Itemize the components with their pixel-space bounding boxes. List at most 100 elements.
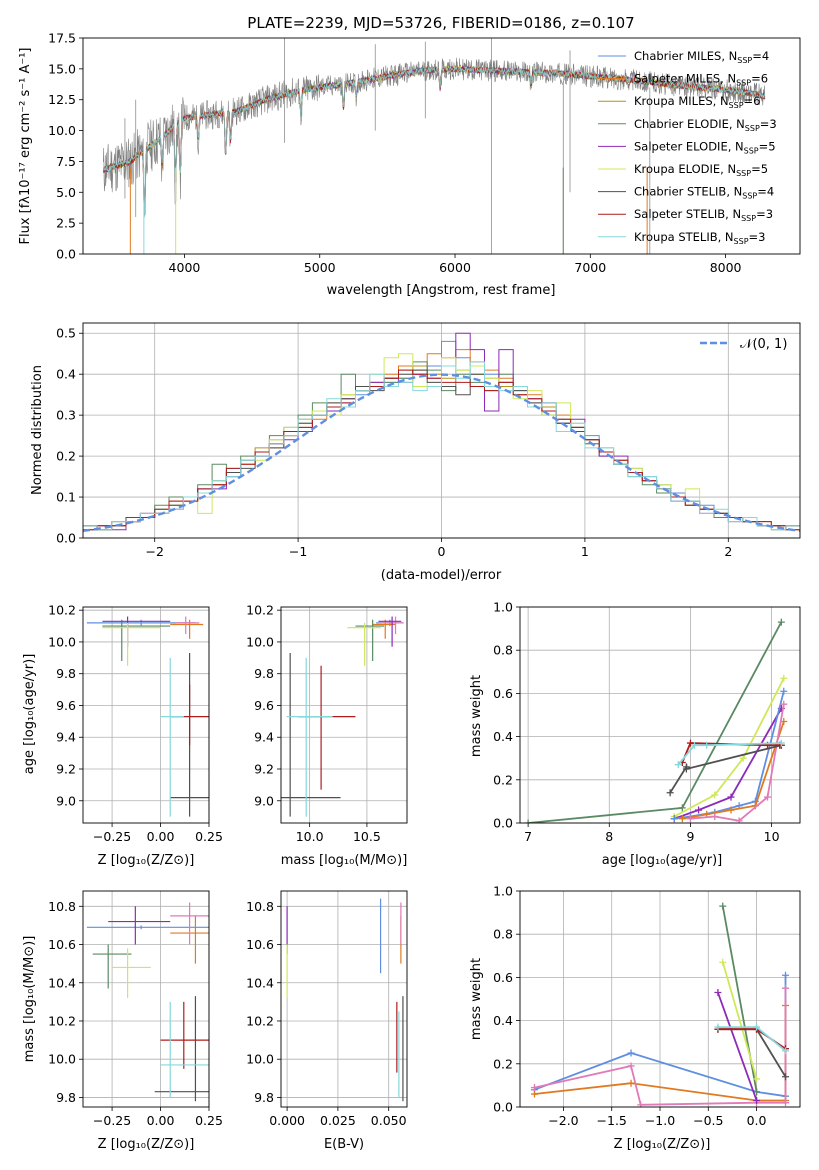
massebv-ytick-label: 10.2 [246, 1013, 274, 1028]
weightage-marker [777, 618, 785, 626]
massebv-xtick-label: 0.050 [371, 1113, 407, 1128]
massebv-ytick-label: 9.8 [254, 1090, 274, 1105]
massebv-ytick-label: 10.6 [246, 937, 274, 952]
spectrum-data-line [103, 57, 766, 216]
massz-xtick-label: 0.00 [147, 1113, 175, 1128]
plots-layer: 4000 5000 6000 7000 80000.02.55.07.510.012.5… [48, 31, 801, 1128]
agemass-plot-area [281, 616, 404, 817]
agemass-ytick-label: 9.2 [254, 762, 274, 777]
agemass-ytick-label: 9.4 [254, 730, 274, 745]
agez-axes: −0.25 0.00 0.25 9.0 9.2 9.4 9.6 9.8 10.0 10.2 [48, 603, 223, 844]
spectrum-xtick-label: 5000 [304, 260, 336, 275]
massz-ytick-label: 10.4 [48, 975, 76, 990]
spectrum-xtick-label: 8000 [710, 260, 742, 275]
agez-xtick-label: 0.00 [147, 829, 175, 844]
weightz-xtick-label: 0.0 [747, 1113, 767, 1128]
weightz-marker [782, 1047, 790, 1055]
weightage-ylabel: mass weight [469, 675, 484, 757]
agez-ytick-label: 10.2 [48, 603, 76, 618]
residual-ylabel: Normed distribution [30, 365, 45, 495]
weightz-series-line [717, 992, 758, 1101]
spectrum-ytick-label: 15.0 [48, 61, 76, 76]
weightage-marker [674, 761, 682, 769]
agemass-ytick-label: 10.2 [246, 603, 274, 618]
spectrum-legend-label: Chabrier MILES, NSSP=4 [634, 49, 769, 65]
agemass-frame [280, 606, 408, 824]
weightage-marker [686, 815, 694, 823]
weightz-frame [519, 890, 801, 1108]
spectrum-ylabel: Flux [fλ10⁻¹⁷ erg cm⁻² s⁻¹ A⁻¹] [18, 48, 33, 245]
weightage-frame [519, 606, 801, 824]
agez-xtick-label: −0.25 [93, 829, 131, 844]
massebv-frame [280, 890, 408, 1108]
agemass-xlabel: mass [log₁₀(M/M⊙)] [281, 853, 408, 868]
weightage-marker [727, 806, 735, 814]
weightz-marker [627, 1049, 635, 1057]
spectrum-xtick-label: 7000 [574, 260, 606, 275]
weightage-marker [524, 819, 532, 823]
agemass-ytick-label: 9.8 [254, 666, 274, 681]
spectrum-model-line [102, 65, 766, 214]
residual-legend-label: 𝒩(0, 1) [740, 337, 787, 352]
weightz-marker [714, 1023, 722, 1031]
spectrum-title: PLATE=2239, MJD=53726, FIBERID=0186, z=0… [247, 14, 634, 32]
weightz-marker [753, 1023, 761, 1031]
spectrum-xtick-label: 4000 [169, 260, 201, 275]
massz-xtick-label: 0.25 [195, 1113, 223, 1128]
weightz-xtick-label: −2.0 [548, 1113, 578, 1128]
massz-xlabel: Z [log₁₀(Z/Z⊙)] [98, 1137, 195, 1152]
weightage-ytick-label: 1.0 [493, 600, 513, 615]
weightz-xtick-label: −1.5 [597, 1113, 627, 1128]
spectrum-frame [82, 37, 801, 255]
agez-ytick-label: 9.2 [56, 762, 76, 777]
agemass-xtick-label: 10.0 [296, 829, 324, 844]
weightage-plot-area [524, 618, 788, 823]
weightage-marker [686, 739, 694, 747]
spectrum-legend-label: Salpeter MILES, NSSP=6 [634, 72, 768, 88]
residuals-plot-area [83, 332, 800, 538]
massz-ytick-label: 9.8 [56, 1090, 76, 1105]
residuals-ytick-label: 0.2 [56, 449, 76, 464]
weightage-xtick-label: 10 [764, 829, 780, 844]
agemass-ytick-label: 9.0 [254, 793, 274, 808]
agemass-axes: 10.0 10.5 9.0 9.2 9.4 9.6 9.8 10.0 10.2 [246, 603, 407, 844]
agez-xtick-label: 0.25 [195, 829, 223, 844]
weightz-marker [530, 1084, 538, 1092]
weightz-marker [753, 1075, 761, 1083]
weightage-ytick-label: 0.6 [493, 686, 513, 701]
weightage-marker [690, 741, 698, 749]
residuals-frame [82, 322, 801, 539]
agez-ytick-label: 9.6 [56, 698, 76, 713]
massebv-xtick-label: 0.025 [320, 1113, 356, 1128]
weightage-marker [666, 789, 674, 797]
weightz-xtick-label: −0.5 [693, 1113, 723, 1128]
weightz-ylabel: mass weight [469, 958, 484, 1040]
spectrum-axes: 4000 5000 6000 7000 8000 0.0 2.5 5.0 7.5 10.0 12.5… [48, 31, 766, 275]
weightage-marker [780, 700, 788, 708]
spectrum-legend-label: Salpeter STELIB, NSSP=3 [634, 207, 773, 223]
weightz-marker [782, 971, 790, 979]
spectrum-legend-label: Salpeter ELODIE, NSSP=5 [634, 139, 776, 155]
massz-xtick-label: −0.25 [93, 1113, 131, 1128]
spectrum-plot-area [102, 38, 766, 254]
weightage-series-line [673, 708, 783, 820]
spectrum-xtick-label: 6000 [439, 260, 471, 275]
massebv-ytick-label: 10.0 [246, 1052, 274, 1067]
residual-xlabel: (data-model)/error [381, 568, 502, 583]
residuals-xtick-label: −1 [289, 544, 307, 559]
weightz-xlabel: Z [log₁₀(Z/Z⊙)] [614, 1137, 711, 1152]
weightage-ytick-label: 0.4 [493, 729, 513, 744]
weightage-marker [703, 741, 711, 749]
weightage-marker [727, 793, 735, 801]
weightz-xtick-label: −1.0 [645, 1113, 675, 1128]
massebv-axes: 0.000 0.025 0.050 9.8 10.0 10.2 10.4 10.6 10.8 [246, 891, 407, 1128]
weightage-marker [670, 815, 678, 823]
massebv-ytick-label: 10.8 [246, 899, 274, 914]
weightz-ytick-label: 0.4 [493, 1013, 513, 1028]
weightage-marker [780, 674, 788, 682]
spectrum-legend-label: Kroupa STELIB, NSSP=3 [634, 230, 765, 246]
weightz-ytick-label: 0.6 [493, 970, 513, 985]
spectrum-ytick-label: 12.5 [48, 92, 76, 107]
massz-plot-area [86, 902, 209, 1102]
